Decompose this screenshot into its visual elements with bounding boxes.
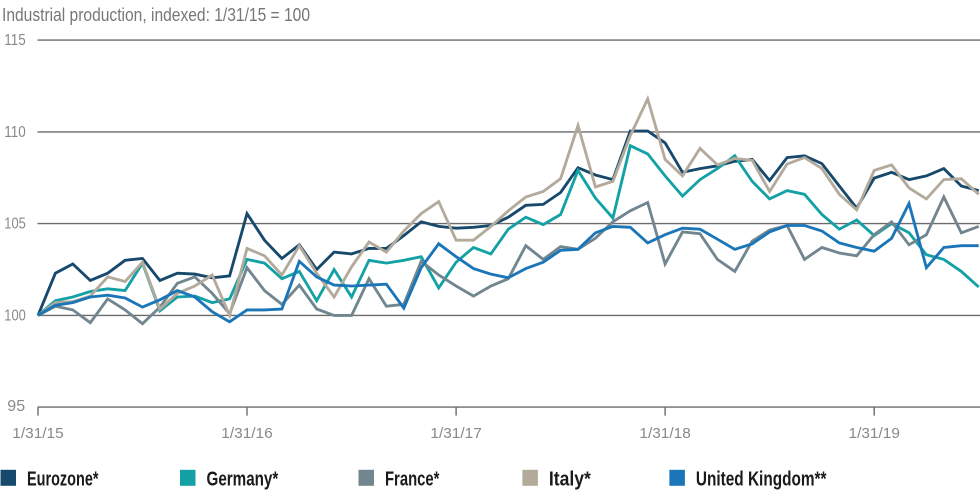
svg-text:1/31/16: 1/31/16	[221, 426, 272, 442]
svg-text:95: 95	[7, 398, 25, 415]
svg-text:105: 105	[4, 216, 26, 233]
svg-text:Italy*: Italy*	[549, 469, 591, 491]
svg-text:1/31/17: 1/31/17	[430, 426, 481, 442]
svg-text:Germany*: Germany*	[207, 469, 279, 491]
svg-text:115: 115	[4, 32, 26, 49]
svg-text:110: 110	[4, 124, 26, 141]
svg-text:1/31/19: 1/31/19	[849, 426, 900, 442]
svg-text:1/31/15: 1/31/15	[12, 426, 63, 442]
svg-text:Industrial production, indexed: Industrial production, indexed: 1/31/15 …	[2, 5, 310, 25]
svg-text:1/31/18: 1/31/18	[639, 426, 690, 442]
svg-text:France*: France*	[385, 469, 440, 491]
svg-text:United Kingdom**: United Kingdom**	[696, 469, 827, 491]
svg-text:Eurozone*: Eurozone*	[27, 469, 99, 491]
svg-text:100: 100	[4, 307, 26, 324]
